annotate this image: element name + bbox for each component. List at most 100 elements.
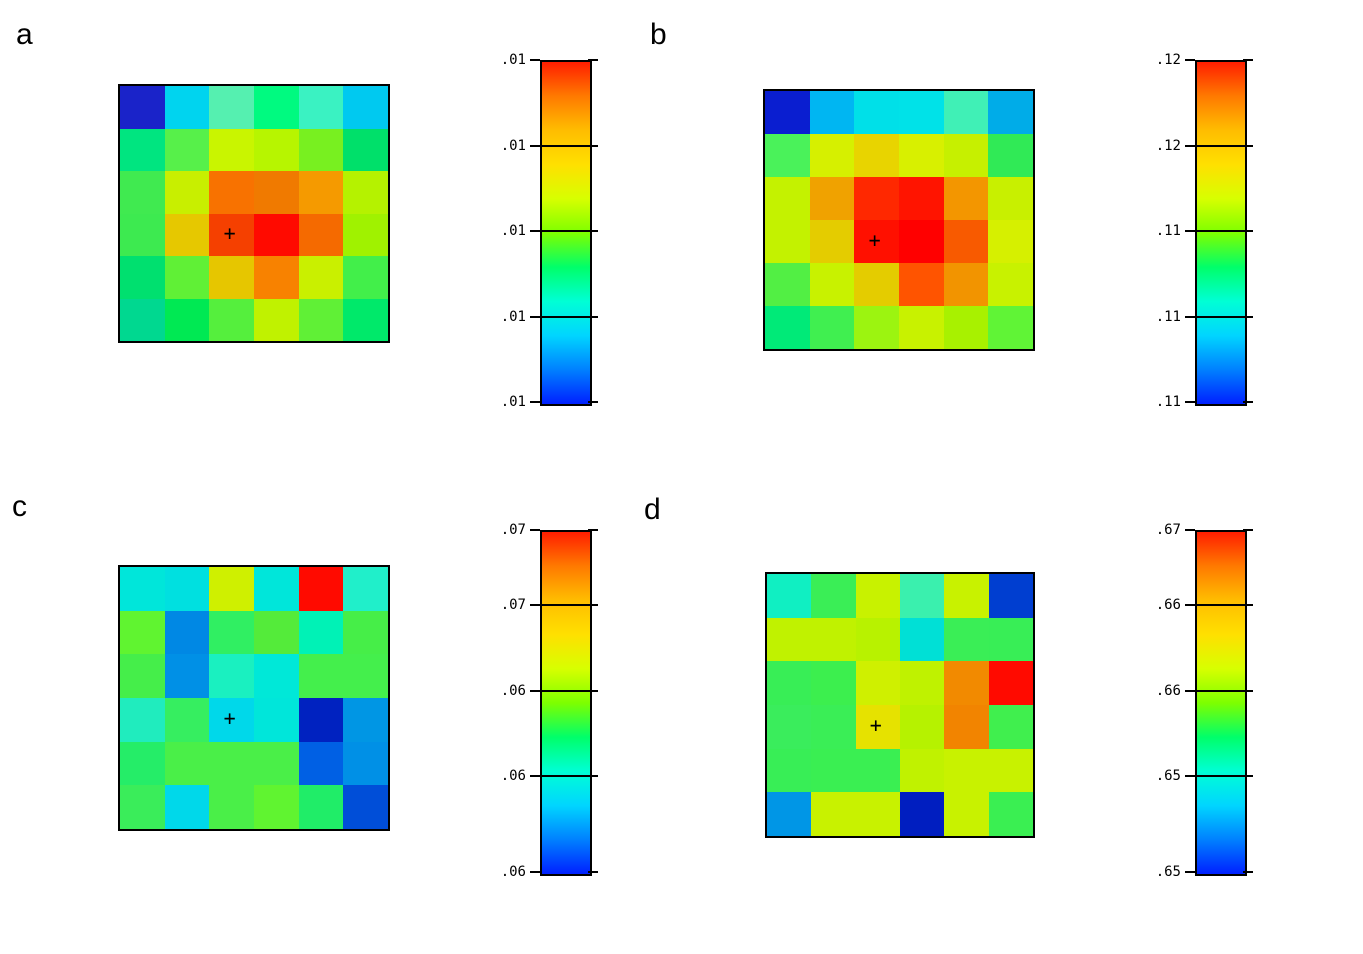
heatmap-cell bbox=[856, 792, 900, 836]
colorbar-tick bbox=[1185, 775, 1195, 777]
colorbar-tick bbox=[530, 604, 540, 606]
colorbar-tick bbox=[588, 690, 598, 692]
heatmap-cell bbox=[343, 567, 388, 611]
heatmap-cell bbox=[989, 705, 1033, 749]
heatmap-cell bbox=[900, 574, 944, 618]
colorbar-tick bbox=[1185, 145, 1195, 147]
colorbar-tick bbox=[1185, 401, 1195, 403]
heatmap-cell bbox=[854, 177, 899, 220]
heatmap-cell bbox=[299, 214, 344, 257]
heatmap-cell bbox=[944, 661, 988, 705]
heatmap-cell bbox=[299, 567, 344, 611]
heatmap-cell bbox=[900, 792, 944, 836]
heatmap-cell bbox=[944, 574, 988, 618]
colorbar-tick-label: .01 bbox=[490, 52, 526, 68]
heatmap-cell bbox=[254, 567, 299, 611]
heatmap-cell bbox=[254, 785, 299, 829]
heatmap-cell bbox=[120, 214, 165, 257]
colorbar-tick bbox=[530, 401, 540, 403]
colorbar-tick bbox=[1243, 401, 1253, 403]
heatmap-cell bbox=[120, 654, 165, 698]
colorbar-tick-label: .01 bbox=[490, 223, 526, 239]
heatmap-cell bbox=[856, 574, 900, 618]
heatmap-cell bbox=[856, 661, 900, 705]
heatmap-cell bbox=[900, 705, 944, 749]
colorbar-tick-label: .65 bbox=[1145, 864, 1181, 880]
heatmap-cell bbox=[299, 611, 344, 655]
heatmap-cell bbox=[810, 263, 855, 306]
heatmap-cell bbox=[120, 785, 165, 829]
colorbar-tick bbox=[1195, 145, 1243, 147]
heatmap-cell bbox=[900, 749, 944, 793]
colorbar-tick bbox=[1243, 529, 1253, 531]
colorbar-tick bbox=[1195, 690, 1243, 692]
colorbar-c-wrap: .07.07.06.06.06 bbox=[490, 530, 618, 872]
heatmap-cell bbox=[988, 306, 1033, 349]
heatmap-cell bbox=[988, 134, 1033, 177]
heatmap-cell bbox=[209, 742, 254, 786]
heatmap-cell bbox=[209, 567, 254, 611]
colorbar-tick bbox=[588, 529, 598, 531]
colorbar-tick bbox=[588, 871, 598, 873]
heatmap-cell bbox=[254, 299, 299, 342]
heatmap-cell bbox=[254, 654, 299, 698]
colorbar-tick-label: .06 bbox=[490, 683, 526, 699]
heatmap-cell bbox=[767, 618, 811, 662]
figure-root: a + .01.01.01.01.01 b + .12.12.11.11.11 … bbox=[0, 0, 1363, 954]
colorbar-tick bbox=[1243, 316, 1253, 318]
heatmap-cell bbox=[765, 220, 810, 263]
heatmap-cell bbox=[810, 177, 855, 220]
heatmap-cell bbox=[209, 299, 254, 342]
colorbar-tick bbox=[1243, 871, 1253, 873]
colorbar-tick-label: .12 bbox=[1145, 52, 1181, 68]
colorbar-tick bbox=[530, 871, 540, 873]
heatmap-cell bbox=[120, 171, 165, 214]
heatmap-d-wrap: + bbox=[765, 572, 1031, 834]
heatmap-cell bbox=[765, 134, 810, 177]
heatmap-cell bbox=[343, 129, 388, 172]
heatmap-cell bbox=[343, 611, 388, 655]
panel-label-d: d bbox=[644, 493, 661, 527]
colorbar-tick-label: .11 bbox=[1145, 309, 1181, 325]
heatmap-cell bbox=[989, 574, 1033, 618]
heatmap-cell bbox=[343, 86, 388, 129]
heatmap-cell bbox=[254, 86, 299, 129]
panel-label-a: a bbox=[16, 18, 33, 52]
heatmap-cell bbox=[765, 91, 810, 134]
colorbar-tick bbox=[530, 529, 540, 531]
colorbar-tick bbox=[530, 316, 540, 318]
heatmap-cell bbox=[343, 214, 388, 257]
heatmap-cell bbox=[989, 618, 1033, 662]
heatmap-cell bbox=[944, 705, 988, 749]
heatmap-c-wrap: + bbox=[118, 565, 386, 827]
heatmap-cell bbox=[811, 792, 855, 836]
colorbar-b bbox=[1195, 60, 1247, 406]
heatmap-cell bbox=[165, 611, 210, 655]
heatmap-cell bbox=[765, 306, 810, 349]
colorbar-tick-label: .01 bbox=[490, 138, 526, 154]
heatmap-cell bbox=[299, 698, 344, 742]
colorbar-tick bbox=[1185, 230, 1195, 232]
heatmap-cell bbox=[944, 263, 989, 306]
colorbar-tick bbox=[1185, 871, 1195, 873]
heatmap-cell bbox=[767, 705, 811, 749]
colorbar-tick bbox=[1185, 316, 1195, 318]
colorbar-tick bbox=[1195, 230, 1243, 232]
colorbar-b-wrap: .12.12.11.11.11 bbox=[1145, 60, 1273, 402]
colorbar-tick bbox=[1195, 604, 1243, 606]
heatmap-cell bbox=[343, 654, 388, 698]
heatmap-cell bbox=[120, 567, 165, 611]
colorbar-tick bbox=[588, 145, 598, 147]
heatmap-cell bbox=[120, 129, 165, 172]
colorbar-tick bbox=[1185, 529, 1195, 531]
colorbar-tick bbox=[588, 604, 598, 606]
heatmap-cell bbox=[854, 91, 899, 134]
colorbar-tick-label: .07 bbox=[490, 522, 526, 538]
heatmap-cell bbox=[209, 785, 254, 829]
colorbar-tick bbox=[1185, 604, 1195, 606]
heatmap-cell bbox=[209, 611, 254, 655]
heatmap-cell bbox=[854, 263, 899, 306]
heatmap-cell bbox=[120, 742, 165, 786]
heatmap-cell bbox=[899, 220, 944, 263]
heatmap-c bbox=[118, 565, 390, 831]
